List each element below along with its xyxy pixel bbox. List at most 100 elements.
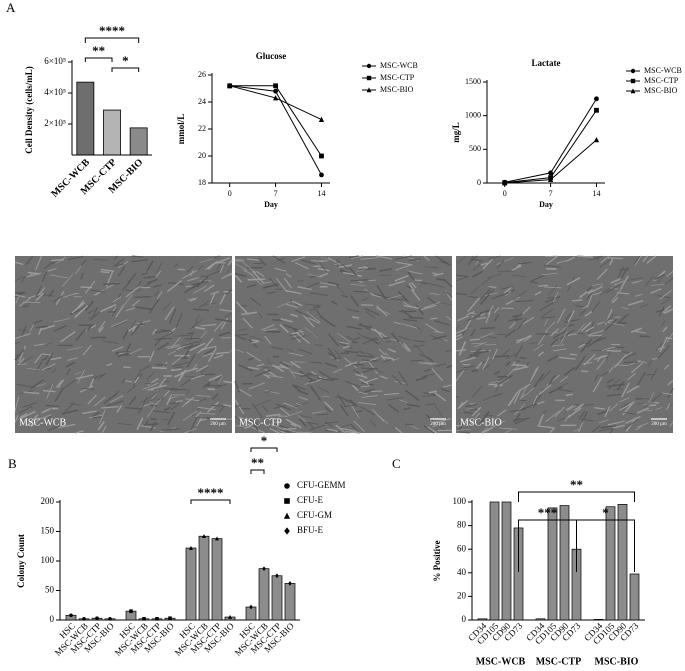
data-point (547, 176, 554, 183)
cell-texture (655, 309, 665, 313)
cell-texture (487, 305, 494, 316)
cell-texture (371, 293, 382, 298)
cell-texture (341, 294, 349, 298)
cell-texture (272, 364, 285, 373)
cell-texture (467, 314, 481, 322)
cell-texture (101, 340, 119, 344)
cell-texture (146, 278, 158, 285)
cell-texture (234, 274, 243, 283)
cell-texture (234, 348, 244, 353)
cell-texture (513, 390, 521, 404)
cell-texture (376, 255, 392, 260)
cell-texture (496, 257, 514, 265)
significance-label: ** (251, 455, 264, 470)
cell-texture (359, 385, 370, 388)
cell-texture (621, 382, 630, 398)
bar (129, 127, 148, 156)
cell-texture (608, 366, 614, 373)
cell-texture (251, 426, 266, 434)
cell-texture (14, 415, 19, 423)
bar (76, 81, 95, 156)
cell-texture (554, 406, 565, 418)
panel-label: B (8, 456, 17, 471)
cell-texture (103, 392, 118, 405)
cell-texture (328, 333, 339, 347)
legend-marker (284, 498, 290, 504)
group-label: MSC-WCB (476, 656, 526, 667)
cell-texture (305, 311, 321, 323)
cell-texture (98, 326, 104, 333)
cell-texture (471, 369, 478, 373)
cell-texture (285, 289, 302, 295)
cell-texture (14, 294, 26, 298)
cell-texture (134, 372, 142, 381)
cell-texture (218, 331, 231, 337)
cell-texture (350, 403, 360, 418)
cell-texture (181, 269, 198, 280)
cell-texture (358, 391, 368, 395)
cell-texture (435, 255, 452, 267)
cell-texture (134, 295, 152, 299)
cell-texture (661, 299, 670, 305)
cell-texture (292, 384, 306, 391)
cell-texture (616, 381, 625, 391)
cell-texture (319, 282, 337, 286)
cell-texture (573, 403, 585, 411)
cell-texture (264, 389, 273, 394)
bar (198, 535, 210, 621)
cell-texture (206, 270, 221, 277)
cell-texture (537, 413, 545, 428)
cell-texture (227, 259, 233, 266)
cell-texture (552, 329, 568, 339)
cell-texture (33, 319, 43, 325)
cell-texture (486, 273, 502, 279)
cell-texture (556, 388, 573, 393)
cell-texture (362, 337, 378, 345)
cell-texture (241, 311, 258, 316)
cell-texture (496, 409, 507, 417)
cell-texture (609, 427, 615, 434)
cell-texture (599, 286, 612, 296)
cell-texture (360, 406, 376, 416)
cell-texture (154, 339, 161, 347)
cell-texture (514, 418, 526, 425)
cell-texture (47, 267, 57, 272)
cell-texture (586, 291, 594, 300)
cell-texture (398, 341, 409, 352)
cell-texture (422, 395, 437, 397)
cell-texture (404, 423, 413, 426)
cell-texture (14, 291, 26, 295)
cell-texture (265, 374, 283, 379)
cell-texture (156, 262, 163, 274)
cell-texture (514, 317, 523, 322)
cell-texture (500, 374, 514, 385)
cell-texture (423, 424, 435, 434)
chart-title: Lactate (532, 58, 561, 68)
cell-texture (349, 399, 358, 408)
cell-texture (398, 399, 408, 403)
cell-texture (310, 385, 322, 401)
cell-texture (53, 324, 68, 333)
cell-texture (395, 255, 412, 260)
cell-texture (208, 292, 216, 306)
cell-texture (514, 403, 526, 415)
y-tick-label: 100 (453, 496, 467, 506)
legend-marker (366, 87, 372, 93)
cell-texture (247, 357, 255, 361)
cell-texture (304, 327, 319, 338)
cell-texture (512, 274, 527, 278)
cell-texture (18, 345, 27, 362)
cell-texture (122, 281, 131, 290)
cell-texture (424, 368, 431, 373)
cell-texture (246, 283, 257, 289)
cell-texture (276, 300, 293, 308)
cell-texture (187, 297, 198, 301)
cell-texture (499, 427, 517, 430)
cell-texture (122, 329, 129, 340)
cell-texture (300, 259, 317, 265)
cell-texture (227, 289, 233, 294)
cell-texture (634, 293, 643, 297)
cell-texture (77, 369, 86, 384)
cell-texture (35, 255, 43, 271)
bar-marker (262, 566, 266, 572)
